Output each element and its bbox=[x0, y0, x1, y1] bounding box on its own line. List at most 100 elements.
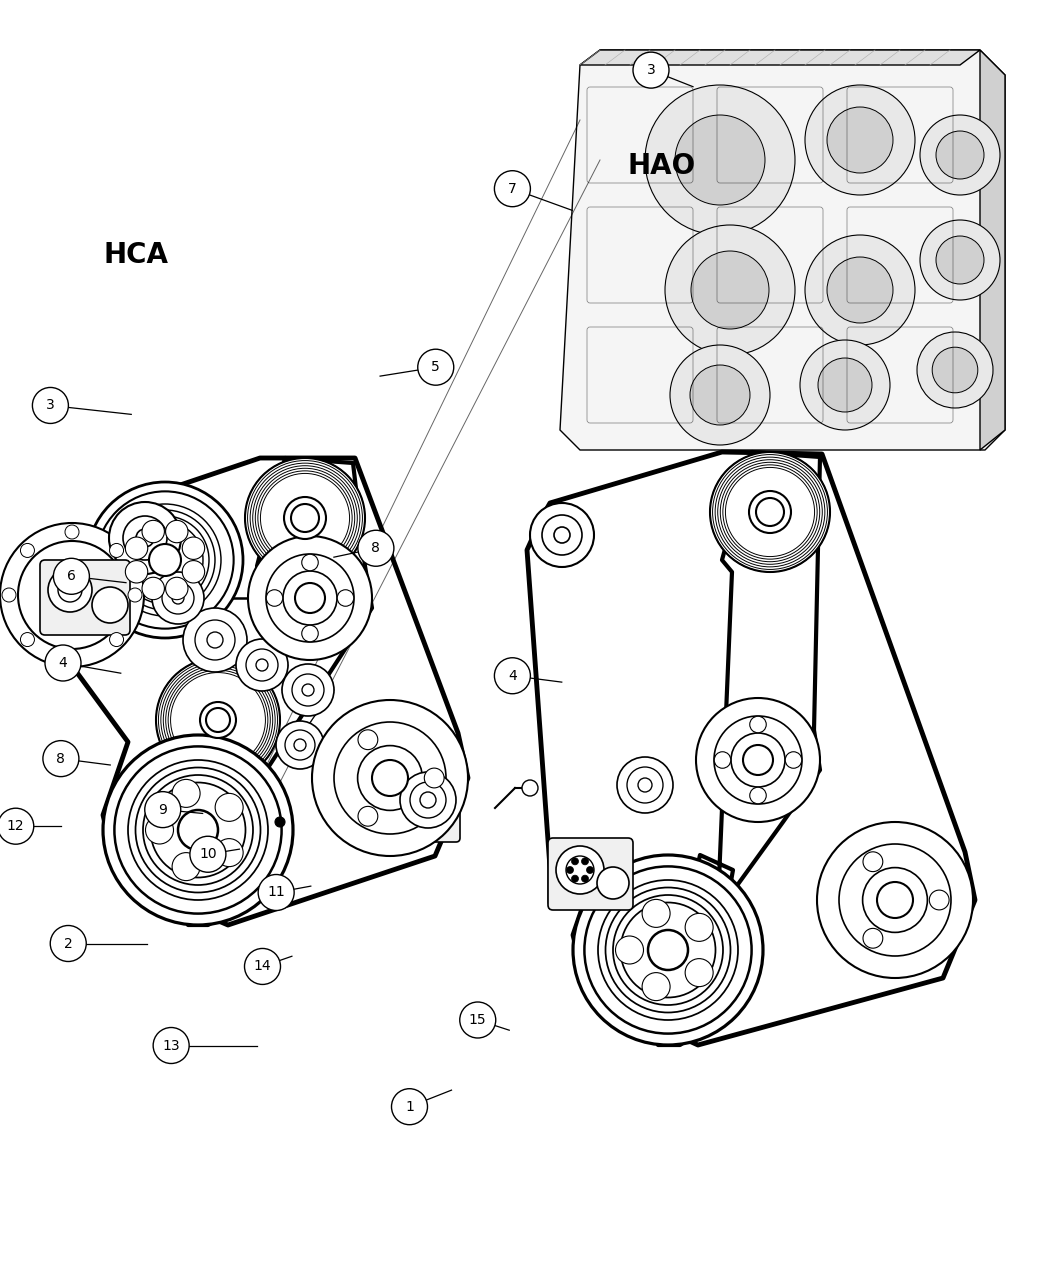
Circle shape bbox=[495, 658, 530, 694]
Text: 10: 10 bbox=[200, 848, 216, 861]
Circle shape bbox=[282, 664, 334, 717]
Circle shape bbox=[145, 792, 181, 827]
Circle shape bbox=[617, 757, 673, 813]
Circle shape bbox=[785, 752, 802, 769]
Polygon shape bbox=[580, 50, 980, 65]
Text: 4: 4 bbox=[508, 669, 517, 682]
Circle shape bbox=[248, 536, 372, 660]
Circle shape bbox=[183, 537, 205, 560]
Circle shape bbox=[920, 115, 1000, 195]
Circle shape bbox=[530, 504, 594, 567]
Text: 9: 9 bbox=[159, 803, 167, 816]
Circle shape bbox=[686, 959, 713, 987]
Circle shape bbox=[863, 867, 927, 932]
Text: 8: 8 bbox=[372, 542, 380, 555]
Text: 15: 15 bbox=[469, 1014, 486, 1026]
Circle shape bbox=[818, 358, 872, 412]
Circle shape bbox=[750, 717, 766, 733]
Text: 1: 1 bbox=[405, 1100, 414, 1113]
Circle shape bbox=[295, 583, 326, 613]
Circle shape bbox=[929, 890, 949, 910]
Circle shape bbox=[156, 658, 280, 782]
Circle shape bbox=[418, 349, 454, 385]
Circle shape bbox=[43, 741, 79, 776]
Circle shape bbox=[2, 588, 16, 602]
Circle shape bbox=[0, 808, 34, 844]
Circle shape bbox=[172, 779, 201, 807]
Circle shape bbox=[863, 928, 883, 949]
Circle shape bbox=[936, 131, 984, 178]
Circle shape bbox=[87, 482, 243, 638]
Circle shape bbox=[284, 571, 337, 625]
Circle shape bbox=[245, 949, 280, 984]
Circle shape bbox=[172, 592, 184, 604]
Circle shape bbox=[236, 639, 288, 691]
Circle shape bbox=[648, 929, 688, 970]
Circle shape bbox=[103, 734, 293, 924]
Circle shape bbox=[460, 1002, 496, 1038]
Circle shape bbox=[691, 251, 769, 329]
Circle shape bbox=[294, 740, 306, 751]
Circle shape bbox=[125, 561, 148, 583]
Circle shape bbox=[571, 875, 579, 882]
Circle shape bbox=[301, 625, 318, 641]
Circle shape bbox=[125, 537, 148, 560]
Circle shape bbox=[200, 703, 236, 738]
Circle shape bbox=[675, 115, 765, 205]
Circle shape bbox=[643, 973, 670, 1001]
Circle shape bbox=[146, 816, 173, 844]
Circle shape bbox=[207, 632, 223, 648]
Circle shape bbox=[183, 608, 247, 672]
Text: HAO: HAO bbox=[628, 152, 695, 180]
Circle shape bbox=[44, 567, 100, 623]
Text: 5: 5 bbox=[432, 361, 440, 374]
Circle shape bbox=[109, 632, 124, 646]
Circle shape bbox=[522, 780, 538, 796]
Circle shape bbox=[800, 340, 890, 430]
Circle shape bbox=[615, 936, 644, 964]
Circle shape bbox=[183, 561, 205, 583]
Circle shape bbox=[54, 558, 89, 594]
Circle shape bbox=[827, 107, 892, 173]
Circle shape bbox=[276, 720, 324, 769]
FancyBboxPatch shape bbox=[40, 560, 130, 635]
Text: 8: 8 bbox=[57, 752, 65, 765]
FancyBboxPatch shape bbox=[396, 764, 460, 842]
Circle shape bbox=[400, 771, 456, 827]
Text: 4: 4 bbox=[59, 657, 67, 669]
Circle shape bbox=[358, 806, 378, 826]
Circle shape bbox=[582, 875, 588, 882]
Circle shape bbox=[573, 856, 763, 1046]
Text: 3: 3 bbox=[46, 399, 55, 412]
Circle shape bbox=[686, 913, 713, 941]
Circle shape bbox=[245, 458, 365, 578]
Circle shape bbox=[372, 760, 408, 796]
Circle shape bbox=[65, 652, 79, 666]
Circle shape bbox=[267, 590, 282, 606]
Circle shape bbox=[805, 85, 915, 195]
Circle shape bbox=[142, 578, 165, 599]
Circle shape bbox=[109, 543, 124, 557]
Circle shape bbox=[643, 899, 670, 927]
Circle shape bbox=[731, 733, 785, 787]
Polygon shape bbox=[560, 50, 1005, 450]
Circle shape bbox=[0, 523, 144, 667]
Circle shape bbox=[258, 875, 294, 910]
Circle shape bbox=[567, 867, 573, 873]
Circle shape bbox=[358, 729, 378, 750]
Text: 7: 7 bbox=[508, 182, 517, 195]
Circle shape bbox=[749, 491, 791, 533]
Circle shape bbox=[917, 332, 993, 408]
Circle shape bbox=[20, 543, 35, 557]
Circle shape bbox=[256, 659, 268, 671]
Circle shape bbox=[302, 683, 314, 696]
Circle shape bbox=[215, 839, 244, 867]
Circle shape bbox=[690, 365, 750, 425]
Circle shape bbox=[554, 527, 570, 543]
Circle shape bbox=[633, 52, 669, 88]
Circle shape bbox=[166, 578, 188, 599]
Circle shape bbox=[645, 85, 795, 235]
Circle shape bbox=[710, 453, 830, 572]
Polygon shape bbox=[980, 50, 1005, 450]
Circle shape bbox=[142, 520, 165, 543]
